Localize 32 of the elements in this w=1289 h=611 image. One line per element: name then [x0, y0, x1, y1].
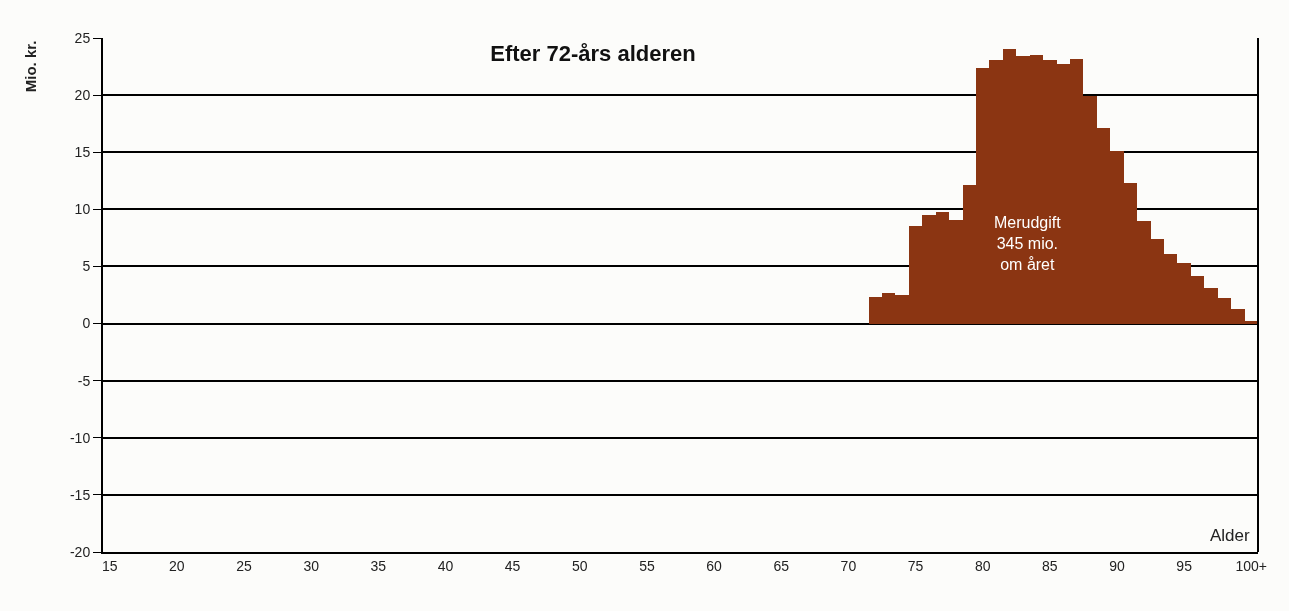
- x-tick-label: 100+: [1235, 557, 1268, 574]
- x-tick-label: 25: [236, 557, 253, 574]
- x-tick-label: 60: [706, 557, 723, 574]
- x-tick-label: 15: [101, 557, 118, 574]
- x-tick-label: 50: [571, 557, 588, 574]
- y-tick-label: -20: [69, 543, 91, 560]
- y-tick-label: 10: [74, 201, 91, 218]
- x-tick-label: 85: [1042, 557, 1058, 574]
- x-tick-label: 55: [639, 557, 655, 574]
- y-tick-label: 25: [74, 29, 91, 46]
- x-tick-label: 30: [303, 557, 320, 574]
- x-tick-label: 70: [840, 557, 857, 574]
- y-tick-label: 20: [74, 87, 91, 104]
- y-tick-label: 15: [74, 144, 91, 161]
- y-tick-label: -10: [69, 429, 91, 446]
- x-tick-label: 65: [773, 557, 790, 574]
- chart-title: Efter 72-års alderen: [490, 41, 696, 67]
- x-tick-label: 40: [437, 557, 454, 574]
- y-tick-label: -5: [77, 372, 91, 389]
- x-tick-label: 95: [1176, 557, 1193, 574]
- y-tick-label: 5: [82, 258, 91, 275]
- x-axis-title: Alder: [1210, 526, 1251, 545]
- x-tick-label: 80: [974, 557, 991, 574]
- y-tick-label: -15: [69, 486, 91, 503]
- x-tick-label: 20: [169, 557, 185, 574]
- x-tick-label: 90: [1109, 557, 1125, 574]
- x-tick-label: 75: [907, 557, 924, 574]
- x-tick-label: 45: [504, 557, 521, 574]
- y-axis-title: Mio. kr.: [22, 40, 40, 93]
- x-tick-label: 35: [370, 557, 387, 574]
- y-tick-label: 0: [82, 315, 91, 332]
- annotation: Merudgift 345 mio. om året: [994, 214, 1062, 273]
